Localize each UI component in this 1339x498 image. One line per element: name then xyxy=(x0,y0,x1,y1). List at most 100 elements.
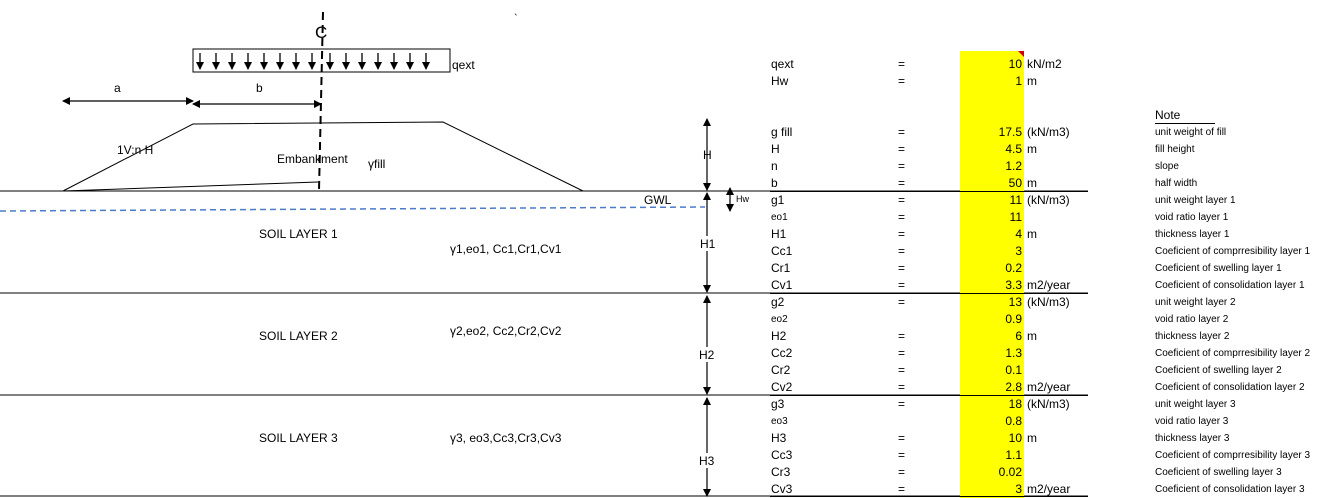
param-label[interactable]: eo1 xyxy=(771,212,788,223)
param-label[interactable]: H2 xyxy=(771,329,787,343)
param-value-input[interactable]: 0.8 xyxy=(1005,414,1022,428)
param-note[interactable]: Coeficient of consolidation layer 1 xyxy=(1155,280,1305,291)
equals-sign[interactable]: = xyxy=(898,142,906,156)
param-note[interactable]: Coeficient of comprresibility layer 2 xyxy=(1155,348,1311,359)
param-unit[interactable]: kN/m2 xyxy=(1027,57,1062,71)
param-unit[interactable]: m xyxy=(1027,431,1037,445)
param-label[interactable]: g fill xyxy=(771,125,793,139)
param-value-input[interactable]: 11 xyxy=(1009,193,1022,207)
param-unit[interactable]: m2/year xyxy=(1027,380,1071,394)
equals-sign[interactable]: = xyxy=(898,363,906,377)
param-note[interactable]: void ratio layer 2 xyxy=(1155,314,1229,325)
param-unit[interactable]: m xyxy=(1027,329,1037,343)
param-note[interactable]: unit weight of fill xyxy=(1155,127,1227,138)
param-unit[interactable]: m2/year xyxy=(1027,482,1071,496)
param-value-input[interactable]: 10 xyxy=(1008,57,1022,71)
param-label[interactable]: Cc1 xyxy=(771,244,793,258)
equals-sign[interactable]: = xyxy=(898,159,906,173)
param-value-input[interactable]: 4.5 xyxy=(1005,142,1022,156)
param-label[interactable]: n xyxy=(771,159,778,173)
param-value-input[interactable]: 0.2 xyxy=(1005,261,1022,275)
param-label[interactable]: Cv3 xyxy=(771,482,793,496)
param-unit[interactable]: m xyxy=(1027,176,1037,190)
equals-sign[interactable]: = xyxy=(898,176,906,190)
param-value-input[interactable]: 1.1 xyxy=(1005,448,1022,462)
param-value-input[interactable]: 50 xyxy=(1008,176,1022,190)
param-unit[interactable]: (kN/m3) xyxy=(1027,125,1070,139)
equals-sign[interactable]: = xyxy=(898,329,906,343)
param-value-input[interactable]: 4 xyxy=(1015,227,1022,241)
param-value-input[interactable]: 17.5 xyxy=(998,125,1022,139)
param-value-input[interactable]: 18 xyxy=(1008,397,1022,411)
equals-sign[interactable]: = xyxy=(898,227,906,241)
param-value-input[interactable]: 2.8 xyxy=(1005,380,1022,394)
param-label[interactable]: Cc2 xyxy=(771,346,793,360)
param-unit[interactable]: (kN/m3) xyxy=(1027,397,1070,411)
param-unit[interactable]: (kN/m3) xyxy=(1027,193,1070,207)
param-value-input[interactable]: 3 xyxy=(1015,482,1022,496)
param-value-input[interactable]: 3 xyxy=(1015,244,1022,258)
param-label[interactable]: Cv1 xyxy=(771,278,793,292)
equals-sign[interactable]: = xyxy=(898,380,906,394)
param-value-input[interactable]: 3.3 xyxy=(1005,278,1022,292)
param-label[interactable]: qext xyxy=(771,57,794,71)
equals-sign[interactable]: = xyxy=(898,278,906,292)
param-note[interactable]: thickness layer 1 xyxy=(1155,229,1230,240)
equals-sign[interactable]: = xyxy=(898,295,906,309)
param-note[interactable]: Coeficient of comprresibility layer 3 xyxy=(1155,450,1311,461)
param-label[interactable]: g3 xyxy=(771,397,785,411)
equals-sign[interactable]: = xyxy=(898,125,906,139)
param-note[interactable]: void ratio layer 3 xyxy=(1155,416,1229,427)
equals-sign[interactable]: = xyxy=(898,482,906,496)
param-unit[interactable]: m xyxy=(1027,142,1037,156)
param-note[interactable]: thickness layer 3 xyxy=(1155,433,1230,444)
param-note[interactable]: void ratio layer 1 xyxy=(1155,212,1229,223)
param-note[interactable]: thickness layer 2 xyxy=(1155,331,1230,342)
param-note[interactable]: unit weight layer 2 xyxy=(1155,297,1236,308)
param-note[interactable]: Coeficient of consolidation layer 2 xyxy=(1155,382,1305,393)
param-value-input[interactable]: 1.2 xyxy=(1005,159,1022,173)
param-unit[interactable]: m2/year xyxy=(1027,278,1071,292)
param-label[interactable]: eo2 xyxy=(771,314,788,325)
equals-sign[interactable]: = xyxy=(898,57,906,71)
param-value-input[interactable]: 10 xyxy=(1008,431,1022,445)
param-value-input[interactable]: 11 xyxy=(1009,210,1022,224)
param-note[interactable]: fill height xyxy=(1155,144,1195,155)
param-note[interactable]: Coeficient of swelling layer 3 xyxy=(1155,467,1282,478)
param-value-input[interactable]: 6 xyxy=(1015,329,1022,343)
param-note[interactable]: half width xyxy=(1155,178,1198,189)
param-label[interactable]: eo3 xyxy=(771,416,788,427)
equals-sign[interactable]: = xyxy=(898,448,906,462)
param-note[interactable]: Coeficient of comprresibility layer 1 xyxy=(1155,246,1311,257)
param-label[interactable]: Cr2 xyxy=(771,363,791,377)
param-value-input[interactable]: 0.9 xyxy=(1005,312,1022,326)
equals-sign[interactable]: = xyxy=(898,261,906,275)
param-value-input[interactable]: 1.3 xyxy=(1005,346,1022,360)
param-label[interactable]: H3 xyxy=(771,431,787,445)
param-label[interactable]: g2 xyxy=(771,295,785,309)
equals-sign[interactable]: = xyxy=(898,210,906,224)
param-value-input[interactable]: 13 xyxy=(1008,295,1022,309)
param-label[interactable]: H xyxy=(771,142,780,156)
param-label[interactable]: Hw xyxy=(771,74,789,88)
equals-sign[interactable]: = xyxy=(898,465,906,479)
param-note[interactable]: Coeficient of swelling layer 2 xyxy=(1155,365,1282,376)
param-label[interactable]: Cv2 xyxy=(771,380,793,394)
param-note[interactable]: Coeficient of consolidation layer 3 xyxy=(1155,484,1305,495)
equals-sign[interactable]: = xyxy=(898,346,906,360)
equals-sign[interactable]: = xyxy=(898,193,906,207)
param-value-input[interactable]: 0.1 xyxy=(1005,363,1022,377)
param-label[interactable]: Cc3 xyxy=(771,448,793,462)
param-label[interactable]: Cr3 xyxy=(771,465,791,479)
param-label[interactable]: H1 xyxy=(771,227,787,241)
param-label[interactable]: Cr1 xyxy=(771,261,791,275)
param-unit[interactable]: (kN/m3) xyxy=(1027,295,1070,309)
param-label[interactable]: g1 xyxy=(771,193,785,207)
param-value-input[interactable]: 1 xyxy=(1015,74,1022,88)
equals-sign[interactable]: = xyxy=(898,397,906,411)
param-unit[interactable]: m xyxy=(1027,74,1037,88)
equals-sign[interactable]: = xyxy=(898,244,906,258)
param-unit[interactable]: m xyxy=(1027,227,1037,241)
param-note[interactable]: unit weight layer 3 xyxy=(1155,399,1236,410)
equals-sign[interactable]: = xyxy=(898,74,906,88)
